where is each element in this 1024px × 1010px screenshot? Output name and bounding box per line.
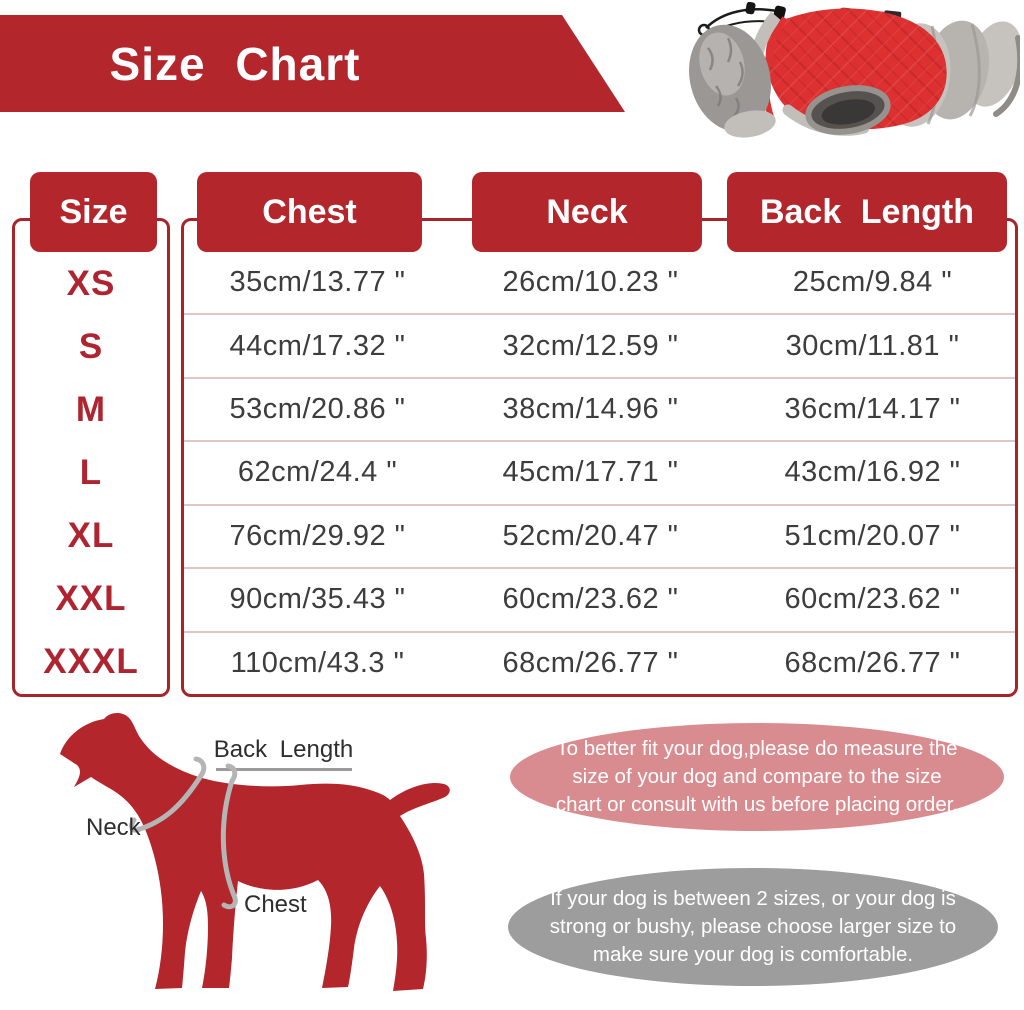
cell-neck: 60cm/23.62 " [502,583,679,616]
header-back-length: Back Length [727,172,1007,252]
diagram-chest-label: Chest [244,891,307,918]
size-labels-column: XS S M L XL XXL XXXL [12,252,170,694]
cell-back-length: 25cm/9.84 " [792,266,953,299]
header-chest: Chest [197,172,422,252]
cell-chest: 53cm/20.86 " [229,393,406,426]
size-label: S [78,326,104,366]
size-label: XL [67,516,115,556]
cell-back-length: 43cm/16.92 " [784,456,961,489]
table-row: 90cm/35.43 " 60cm/23.62 " 60cm/23.62 " [184,567,1015,630]
cell-back-length: 68cm/26.77 " [784,646,961,679]
size-label: M [75,389,107,429]
size-chart-banner: Size Chart [0,15,625,112]
cell-back-length: 60cm/23.62 " [784,583,961,616]
note-measure-advice: To better fit your dog,please do measure… [510,723,1004,831]
table-row: 62cm/24.4 " 45cm/17.71 " 43cm/16.92 " [184,440,1015,503]
product-photo-dog-coat-icon [689,2,1020,138]
cell-chest: 44cm/17.32 " [229,329,406,362]
measurements-box [181,218,1018,697]
header-back-length-label: Back Length [759,192,975,231]
diagram-neck-label: Neck [86,814,141,841]
neck-measure-arc-icon [129,756,207,833]
cell-back-length: 51cm/20.07 " [784,519,961,552]
header-size: Size [30,172,157,252]
note-sizing-advice-text: If your dog is between 2 sizes, or your … [549,886,957,967]
cell-chest: 76cm/29.92 " [229,519,406,552]
measurements-rows: 35cm/13.77 " 26cm/10.23 " 25cm/9.84 " 44… [184,252,1015,694]
dog-body-shape [60,713,450,991]
header-neck-label: Neck [546,192,628,231]
cell-back-length: 30cm/11.81 " [785,329,960,362]
cell-neck: 68cm/26.77 " [502,646,679,679]
note-measure-advice-text: To better fit your dog,please do measure… [555,736,959,817]
cell-neck: 32cm/12.59 " [502,329,679,362]
cell-chest: 110cm/43.3 " [230,646,405,679]
back-length-measure-line [216,768,352,771]
cell-chest: 35cm/13.77 " [229,266,406,299]
cell-chest: 62cm/24.4 " [237,456,398,489]
cell-back-length: 36cm/14.17 " [784,393,961,426]
dog-silhouette-icon [60,713,450,991]
size-label: XS [66,263,116,303]
header-neck: Neck [472,172,702,252]
cell-chest: 90cm/35.43 " [229,583,406,616]
table-row: 76cm/29.92 " 52cm/20.47 " 51cm/20.07 " [184,503,1015,567]
fur-collar-icon [689,24,776,138]
size-label: XXXL [43,642,139,682]
leg-opening-icon [805,85,891,135]
cell-neck: 52cm/20.47 " [502,519,679,552]
table-row: 53cm/20.86 " 38cm/14.96 " 36cm/14.17 " [184,376,1015,440]
cell-neck: 38cm/14.96 " [502,393,679,426]
header-chest-label: Chest [262,192,357,231]
chest-measure-arc-icon [220,763,238,910]
cell-neck: 45cm/17.71 " [502,456,679,489]
cell-neck: 26cm/10.23 " [502,266,679,299]
table-row: 44cm/17.32 " 32cm/12.59 " 30cm/11.81 " [184,313,1015,376]
table-row: 35cm/13.77 " 26cm/10.23 " 25cm/9.84 " [184,252,1015,313]
size-label: XXL [55,579,127,619]
diagram-back-length-label: Back Length [213,736,354,763]
size-column-box [12,218,170,697]
table-row: 110cm/43.3 " 68cm/26.77 " 68cm/26.77 " [184,630,1015,694]
note-sizing-advice: If your dog is between 2 sizes, or your … [508,868,998,986]
page-title: Size Chart [109,37,361,90]
header-size-label: Size [59,192,128,231]
size-label: L [79,452,103,492]
